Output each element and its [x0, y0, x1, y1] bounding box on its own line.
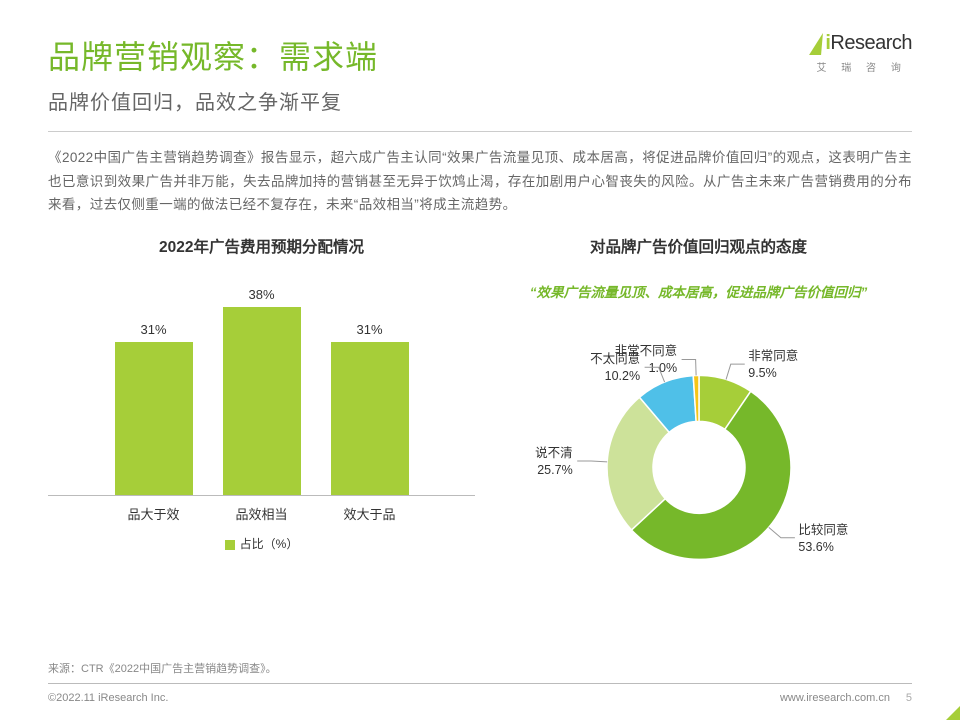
leader-line — [644, 367, 664, 382]
leader-line — [726, 364, 745, 379]
donut-chart: 非常同意9.5%比较同意53.6%说不清25.7%不太同意10.2%非常不同意1… — [485, 305, 912, 595]
logo-subtext: 艾 瑞 咨 询 — [811, 59, 912, 74]
bar-chart-title: 2022年广告费用预期分配情况 — [48, 235, 475, 257]
bar-item: 31% — [331, 322, 409, 495]
bar-chart: 31% 38% 31% — [48, 281, 475, 496]
bar-chart-xaxis: 品大于效 品效相当 效大于品 — [48, 504, 475, 523]
bar — [331, 342, 409, 495]
logo-triangle-icon — [809, 33, 825, 55]
bar-category-label: 效大于品 — [331, 504, 409, 523]
legend-label: 占比（%） — [240, 537, 299, 551]
bar-value-label: 38% — [248, 287, 274, 302]
legend-swatch-icon — [225, 540, 235, 550]
copyright: ©2022.11 iResearch Inc. — [48, 692, 168, 704]
corner-accent-icon — [946, 706, 960, 720]
slide: iResearch 艾 瑞 咨 询 品牌营销观察：需求端 品牌价值回归，品效之争… — [0, 0, 960, 720]
page-title: 品牌营销观察：需求端 — [48, 32, 912, 78]
donut-caption: “效果广告流量见顶、成本居高，促进品牌广告价值回归” — [485, 281, 912, 301]
donut-svg — [485, 305, 912, 595]
footer-url: www.iresearch.com.cn — [780, 692, 890, 704]
bar-value-label: 31% — [356, 322, 382, 337]
bar-chart-legend: 占比（%） — [48, 535, 475, 552]
leader-line — [681, 359, 696, 375]
source-footnote: 来源：CTR《2022中国广告主营销趋势调查》。 — [48, 660, 277, 676]
bar-item: 38% — [223, 287, 301, 495]
bar-category-label: 品大于效 — [115, 504, 193, 523]
donut-chart-panel: 对品牌广告价值回归观点的态度 “效果广告流量见顶、成本居高，促进品牌广告价值回归… — [485, 235, 912, 595]
title-divider — [48, 131, 912, 132]
bar-chart-panel: 2022年广告费用预期分配情况 31% 38% 31% 品大于效 品效相当 效大于品 占… — [48, 235, 475, 595]
charts-row: 2022年广告费用预期分配情况 31% 38% 31% 品大于效 品效相当 效大于品 占… — [48, 235, 912, 595]
logo-text: iResearch — [825, 32, 912, 55]
bar — [223, 307, 301, 495]
leader-line — [768, 527, 794, 537]
logo-mark: iResearch — [811, 32, 912, 55]
logo: iResearch 艾 瑞 咨 询 — [811, 32, 912, 74]
page-number: 5 — [906, 692, 912, 704]
footer-divider — [48, 683, 912, 684]
bar-category-label: 品效相当 — [223, 504, 301, 523]
page-subtitle: 品牌价值回归，品效之争渐平复 — [48, 86, 912, 115]
bar-value-label: 31% — [140, 322, 166, 337]
body-paragraph: 《2022中国广告主营销趋势调查》报告显示，超六成广告主认同“效果广告流量见顶、… — [48, 146, 912, 217]
bar-item: 31% — [115, 322, 193, 495]
bar — [115, 342, 193, 495]
leader-line — [577, 461, 607, 462]
donut-chart-title: 对品牌广告价值回归观点的态度 — [485, 235, 912, 257]
